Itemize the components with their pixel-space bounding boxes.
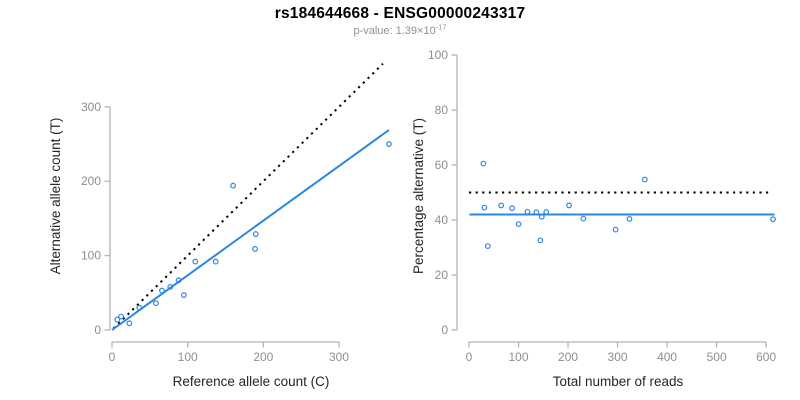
data-point (118, 313, 124, 320)
identity-line (112, 63, 384, 330)
y-tick-label: 60 (435, 158, 449, 172)
data-point (538, 213, 545, 220)
data-point (509, 205, 515, 212)
y-axis-title: Alternative allele count (T) (48, 118, 63, 275)
data-point (386, 141, 392, 147)
x-tick-label: 200 (558, 350, 578, 364)
data-point (136, 304, 143, 311)
data-point (533, 209, 540, 216)
data-point (566, 202, 572, 209)
y-tick-label: 40 (435, 213, 449, 227)
x-tick-label: 100 (178, 350, 198, 364)
data-point (543, 209, 550, 215)
y-tick-label: 20 (435, 268, 449, 282)
x-tick-label: 300 (329, 350, 349, 364)
fit-line (111, 129, 390, 331)
figure-title: rs184644668 - ENSG00000243317 (274, 5, 526, 22)
data-point (641, 176, 648, 183)
x-axis-title: Total number of reads (553, 374, 684, 389)
y-tick-label: 100 (81, 249, 101, 263)
y-tick-label: 0 (441, 323, 448, 337)
data-point (167, 283, 174, 290)
data-point (612, 226, 619, 233)
data-point (524, 208, 531, 215)
data-point (192, 258, 199, 265)
data-point (252, 246, 258, 252)
x-tick-label: 0 (466, 350, 473, 364)
x-tick-label: 600 (756, 350, 776, 364)
data-point (481, 204, 488, 211)
x-tick-label: 100 (509, 350, 529, 364)
data-point (180, 292, 187, 298)
data-point (515, 221, 522, 228)
data-point (770, 216, 776, 223)
data-point (159, 287, 165, 294)
data-point (580, 215, 587, 222)
x-axis-title: Reference allele count (C) (173, 374, 330, 389)
pvalue-text: p-value: 1.39×10 (353, 25, 436, 37)
data-point (114, 316, 121, 323)
y-tick-label: 300 (81, 100, 101, 114)
x-tick-label: 200 (253, 350, 273, 364)
data-point (152, 300, 159, 307)
figure-subtitle: p-value: 1.39×10-17 (0, 22, 800, 37)
data-point (537, 237, 544, 244)
data-point (230, 182, 236, 189)
data-point (498, 202, 505, 209)
y-tick-label: 100 (428, 48, 448, 62)
x-tick-label: 500 (707, 350, 727, 364)
data-point (626, 215, 633, 222)
y-tick-label: 200 (81, 174, 101, 188)
data-point (175, 277, 182, 284)
pvalue-exponent: -17 (435, 22, 447, 32)
data-point (480, 160, 487, 167)
data-point (212, 258, 219, 265)
x-tick-label: 300 (608, 350, 628, 364)
percentage-alternative-scatter: 0 100 200 300 400 500 600 0 20 40 60 80 100 Total num… (411, 48, 776, 389)
data-point (126, 320, 133, 327)
allele-count-scatter: 0 100 200 300 0 100 200 300 Reference allele cou… (48, 63, 392, 389)
y-tick-label: 0 (94, 323, 101, 337)
data-point (484, 243, 491, 250)
x-tick-label: 0 (109, 350, 116, 364)
y-axis-title: Percentage alternative (T) (411, 118, 426, 274)
y-tick-label: 80 (435, 103, 449, 117)
x-tick-label: 400 (657, 350, 677, 364)
data-point (252, 231, 259, 237)
